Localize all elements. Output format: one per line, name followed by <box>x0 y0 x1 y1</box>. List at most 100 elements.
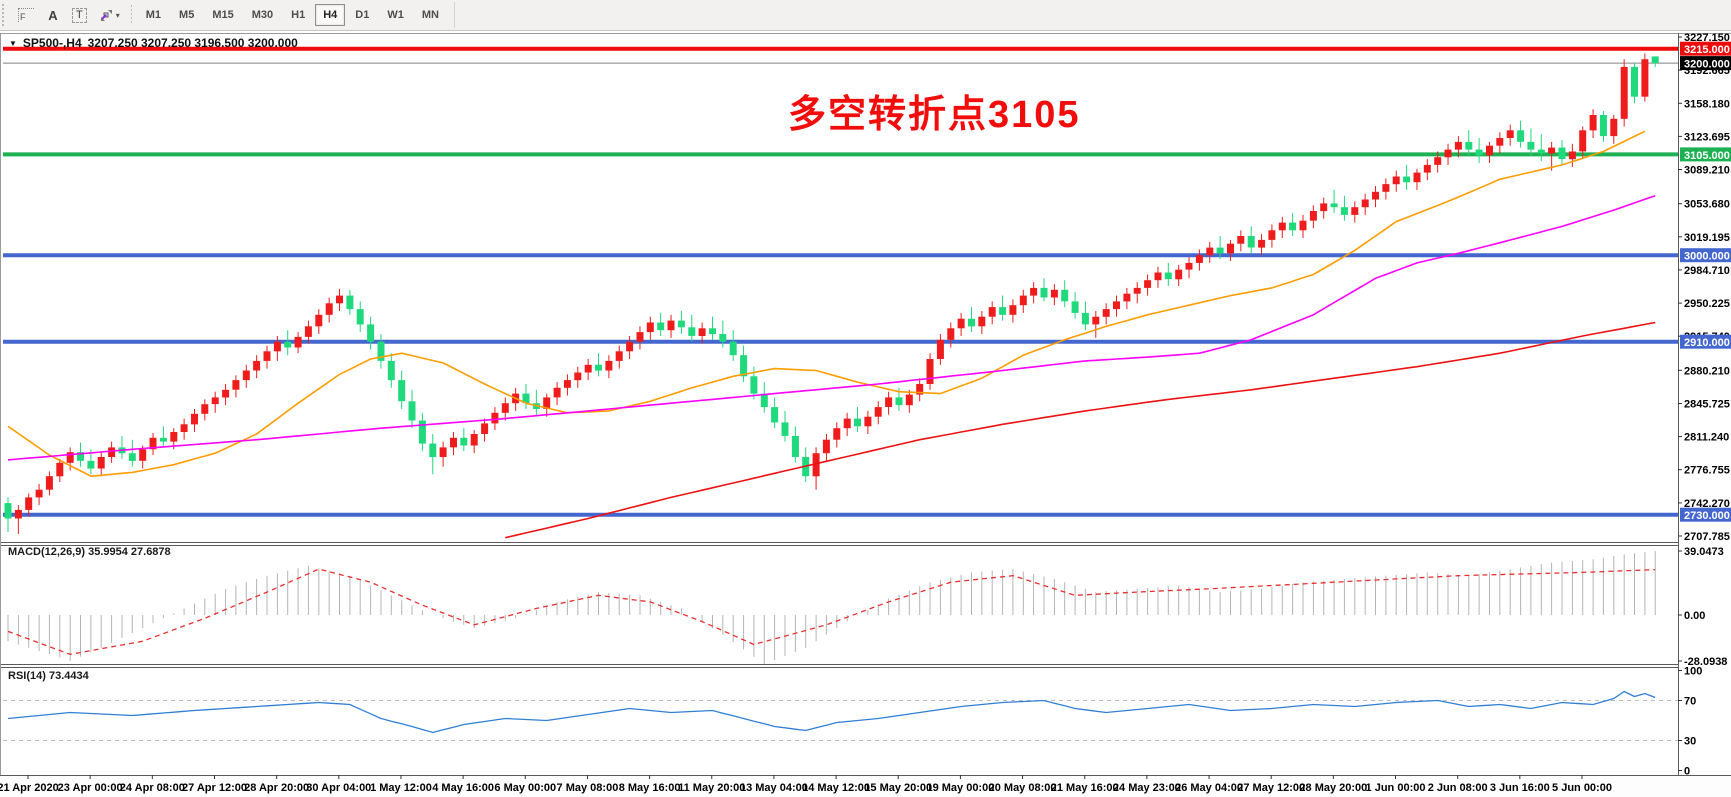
timeframe-button-MN[interactable]: MN <box>421 9 439 21</box>
text-label-icon: A <box>48 7 58 23</box>
rsi-indicator-label: RSI(14) 73.4434 <box>8 670 89 682</box>
price-badge-label: 3000.000 <box>1684 251 1730 263</box>
macd-axis-label: -28.0938 <box>1684 656 1727 668</box>
macd-axis-label: 39.0473 <box>1684 546 1724 558</box>
cursor-mode-icon <box>100 10 112 21</box>
add-text-label-button[interactable]: A <box>41 3 65 27</box>
time-tick-label: 1 Jun 00:00 <box>1366 782 1426 794</box>
ohlc-values: 3207.250 3207.250 3196.500 3200.000 <box>87 36 298 50</box>
pivot-annotation-text[interactable]: 多空转折点3105 <box>788 94 1081 136</box>
time-tick-label: 21 May 16:00 <box>1051 782 1119 794</box>
rsi-axis-label: 70 <box>1684 696 1696 708</box>
macd-indicator-label: MACD(12,26,9) 35.9954 27.6878 <box>8 546 171 558</box>
chart-window: 3227.150 3192.665 3158.180 3123.695 3089.210… <box>0 31 1731 797</box>
chart-canvas[interactable]: 3227.1503192.6653158.1803123.6953089.210… <box>0 31 1731 797</box>
price-badge-2730.000 <box>1680 507 1731 522</box>
timeframe-button-M15[interactable]: M15 <box>212 9 234 21</box>
price-badge-label: 3105.000 <box>1684 150 1730 162</box>
macd-signal-line <box>7 568 1656 655</box>
time-tick-label: 8 May 16:00 <box>619 782 681 794</box>
time-tick-label: 4 May 16:00 <box>432 782 494 794</box>
macd-axis-label: 0.00 <box>1684 610 1705 622</box>
time-tick-label: 23 Apr 00:00 <box>58 782 123 794</box>
price-badges: 3215.000 3200.000 3105.000 3000.000 2910.000… <box>1680 41 1731 522</box>
price-badge-3105.000 <box>1680 147 1731 162</box>
time-tick-label: 28 May 20:00 <box>1299 782 1367 794</box>
candles-layer <box>4 53 1659 534</box>
time-tick-label: 2 Jun 08:00 <box>1428 782 1488 794</box>
time-tick-label: 15 May 20:00 <box>864 782 932 794</box>
time-tick-label: 19 May 00:00 <box>926 782 994 794</box>
timeframe-group: M1 M5 M15 M30 H1 H4 D1 W1 MN <box>137 4 448 26</box>
timeframe-button-D1[interactable]: D1 <box>355 9 370 21</box>
price-tick-label: 3227.150 <box>1684 32 1730 44</box>
time-tick-label: 27 Apr 12:00 <box>182 782 247 794</box>
time-tick-label: 3 Jun 16:00 <box>1490 782 1550 794</box>
time-tick-label: 24 May 23:00 <box>1113 782 1181 794</box>
collapse-triangle-icon[interactable]: ▼ <box>9 38 17 48</box>
timeframe-button-M30[interactable]: M30 <box>251 9 274 21</box>
price-tick-label: 2776.755 <box>1684 465 1730 477</box>
toolbar-separator <box>130 5 132 25</box>
price-badge-3215.000 <box>1680 41 1731 56</box>
cursor-mode-button[interactable]: ▾ <box>94 3 125 27</box>
time-tick-label: 14 May 12:00 <box>802 782 870 794</box>
time-tick-label: 21 Apr 2020 <box>0 782 59 794</box>
timeframe-button-M5[interactable]: M5 <box>179 9 195 21</box>
price-badge-2910.000 <box>1680 334 1731 349</box>
time-tick-label: 1 May 12:00 <box>370 782 432 794</box>
time-tick-label: 13 May 04:00 <box>740 782 808 794</box>
ma-slow-red <box>505 321 1656 539</box>
price-tick-label: 2707.785 <box>1684 531 1730 543</box>
grid-f-icon: F <box>18 8 34 22</box>
text-box-icon: T <box>72 7 87 23</box>
chart-background <box>0 31 1731 797</box>
time-tick-label: 26 May 04:00 <box>1175 782 1243 794</box>
symbol-period-label: SP500-,H4 <box>22 36 82 50</box>
toolbar-drag-handle[interactable] <box>2 4 8 26</box>
price-tick-label: 3053.680 <box>1684 199 1730 211</box>
time-tick-label: 7 May 08:00 <box>557 782 619 794</box>
grid-f-button[interactable]: F <box>13 3 39 27</box>
price-tick-label: 2845.725 <box>1684 399 1730 411</box>
ma-fast-orange <box>7 130 1646 478</box>
price-tick-label: 3089.210 <box>1684 165 1730 177</box>
price-tick-label: 2984.710 <box>1684 265 1730 277</box>
toolbar-end-separator <box>453 2 455 28</box>
price-axis-labels: 3227.1503192.6653158.1803123.6953089.210… <box>1678 32 1730 543</box>
toolbar: F A T ▾ M1 M5 M15 M30 H1 H4 D1 W1 MN <box>0 0 1731 31</box>
price-tick-label: 3158.180 <box>1684 98 1730 110</box>
price-tick-label: 2950.225 <box>1684 298 1730 310</box>
dropdown-caret-icon: ▾ <box>115 10 120 20</box>
timeframe-button-W1[interactable]: W1 <box>387 9 404 21</box>
time-axis-strip[interactable] <box>0 776 1731 797</box>
price-badge-label: 3215.000 <box>1684 44 1730 56</box>
price-badge-3200.000 <box>1680 56 1731 71</box>
timeframe-button-H4[interactable]: H4 <box>315 4 346 26</box>
time-tick-label: 24 Apr 08:00 <box>120 782 185 794</box>
rsi-axis-label: 100 <box>1684 666 1702 678</box>
ma-mid-magenta <box>7 194 1656 461</box>
time-tick-label: 27 May 12:00 <box>1237 782 1305 794</box>
symbol-ohlc-header[interactable]: ▼ SP500-,H4 3207.250 3207.250 3196.500 3… <box>9 36 298 50</box>
price-badge-label: 2730.000 <box>1684 510 1730 522</box>
price-badge-3000.000 <box>1680 248 1731 263</box>
add-text-box-button[interactable]: T <box>67 3 92 27</box>
price-badge-label: 2910.000 <box>1684 337 1730 349</box>
time-tick-label: 6 May 00:00 <box>494 782 556 794</box>
price-tick-label: 3019.195 <box>1684 232 1730 244</box>
time-tick-label: 28 Apr 20:00 <box>244 782 309 794</box>
time-tick-label: 20 May 08:00 <box>989 782 1057 794</box>
price-tick-label: 3123.695 <box>1684 131 1730 143</box>
price-badge-label: 3200.000 <box>1684 59 1730 71</box>
price-tick-label: 2880.210 <box>1684 365 1730 377</box>
price-tick-label: 2811.240 <box>1684 432 1729 444</box>
time-tick-label: 11 May 20:00 <box>678 782 745 794</box>
rsi-axis-label: 0 <box>1684 766 1690 778</box>
time-tick-label: 5 Jun 00:00 <box>1552 782 1612 794</box>
timeframe-button-M1[interactable]: M1 <box>145 9 162 21</box>
timeframe-button-H1[interactable]: H1 <box>291 9 306 21</box>
rsi-axis-label: 30 <box>1684 736 1696 748</box>
